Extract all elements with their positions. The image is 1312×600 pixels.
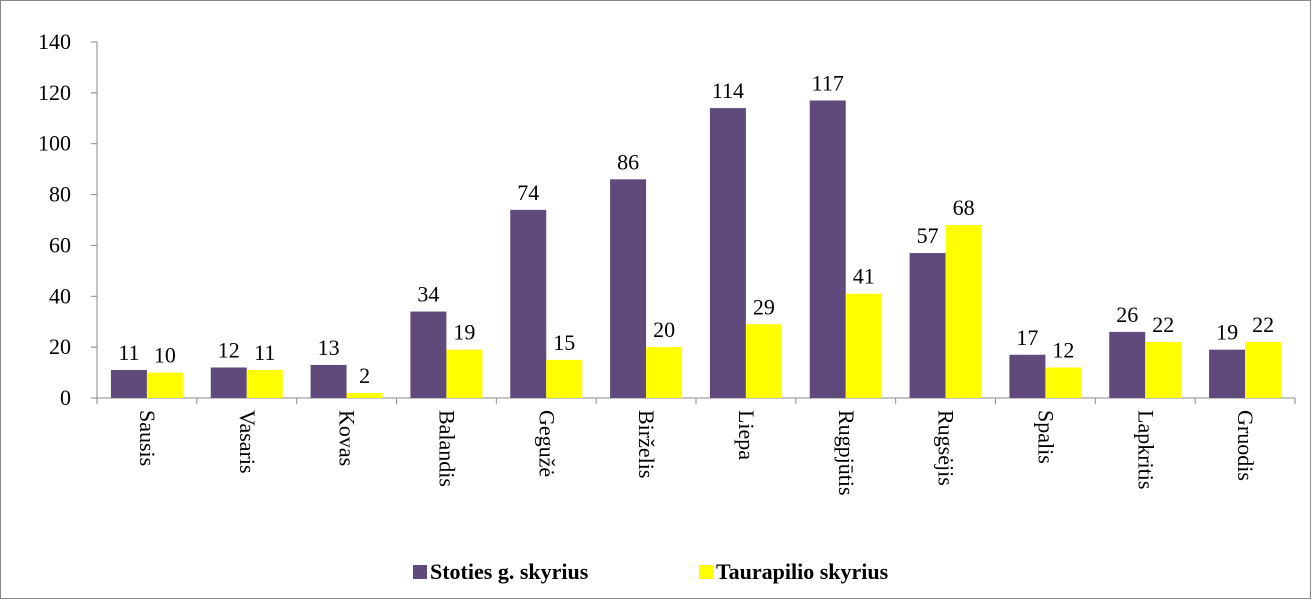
- bar: [845, 293, 882, 398]
- x-tick-label: Vasaris: [235, 410, 260, 474]
- bar: [809, 100, 846, 398]
- x-tick-label: Lapkritis: [1133, 410, 1158, 489]
- bar: [745, 324, 782, 398]
- bar: [1209, 349, 1246, 398]
- data-label: 117: [812, 70, 844, 95]
- bar: [210, 367, 247, 398]
- x-tick-label: Rugsėjis: [934, 410, 959, 486]
- bar: [410, 311, 447, 398]
- y-tick-label: 0: [60, 385, 71, 410]
- x-tick-label: Birželis: [634, 410, 659, 478]
- data-label: 26: [1116, 302, 1138, 327]
- x-tick-label: Balandis: [434, 410, 459, 487]
- x-tick-label: Spalis: [1033, 410, 1058, 464]
- data-label: 86: [617, 149, 639, 174]
- bar: [909, 253, 946, 398]
- y-tick-label: 140: [38, 29, 71, 54]
- legend-label: Taurapilio skyrius: [716, 559, 889, 584]
- x-tick-label: Sausis: [135, 410, 160, 466]
- data-label: 114: [712, 78, 744, 103]
- data-label: 13: [318, 335, 340, 360]
- bar: [246, 370, 283, 398]
- y-tick-label: 20: [49, 334, 71, 359]
- data-label: 15: [553, 330, 575, 355]
- y-tick-label: 40: [49, 283, 71, 308]
- bar: [1245, 342, 1282, 398]
- bar: [146, 372, 183, 398]
- legend-label: Stoties g. skyrius: [430, 559, 589, 584]
- data-label: 11: [254, 340, 275, 365]
- data-label: 12: [218, 337, 240, 362]
- bar: [1045, 367, 1082, 398]
- data-label: 17: [1016, 325, 1038, 350]
- bar: [1109, 331, 1146, 398]
- bar: [310, 364, 347, 398]
- y-tick-label: 100: [38, 131, 71, 156]
- bar: [646, 347, 683, 398]
- bar: [110, 370, 147, 398]
- data-label: 11: [118, 340, 139, 365]
- data-label: 34: [417, 282, 439, 307]
- bar: [1145, 342, 1182, 398]
- y-tick-label: 120: [38, 80, 71, 105]
- legend-swatch: [699, 565, 713, 579]
- x-tick-label: Gruodis: [1233, 410, 1258, 481]
- legend-swatch: [413, 565, 427, 579]
- data-label: 10: [154, 343, 176, 368]
- x-tick-label: Kovas: [335, 410, 360, 466]
- data-label: 68: [953, 195, 975, 220]
- bar: [446, 349, 483, 398]
- data-label: 57: [917, 223, 939, 248]
- bar: [1009, 354, 1046, 398]
- x-tick-label: Gegužė: [534, 410, 559, 477]
- y-tick-label: 80: [49, 182, 71, 207]
- data-label: 29: [753, 294, 775, 319]
- data-label: 74: [517, 180, 539, 205]
- bar: [346, 392, 383, 398]
- data-label: 20: [653, 317, 675, 342]
- data-label: 19: [453, 320, 475, 345]
- x-tick-label: Rugpjūtis: [834, 410, 859, 496]
- y-tick-label: 60: [49, 232, 71, 257]
- data-label: 12: [1052, 337, 1074, 362]
- bar: [945, 225, 982, 398]
- data-label: 19: [1216, 320, 1238, 345]
- data-label: 22: [1152, 312, 1174, 337]
- data-label: 2: [359, 363, 370, 388]
- bar: [610, 179, 647, 398]
- bar: [709, 108, 746, 398]
- bar: [546, 359, 583, 398]
- data-label: 22: [1252, 312, 1274, 337]
- x-tick-label: Liepa: [734, 410, 759, 460]
- data-label: 41: [853, 264, 875, 289]
- bar: [510, 209, 547, 398]
